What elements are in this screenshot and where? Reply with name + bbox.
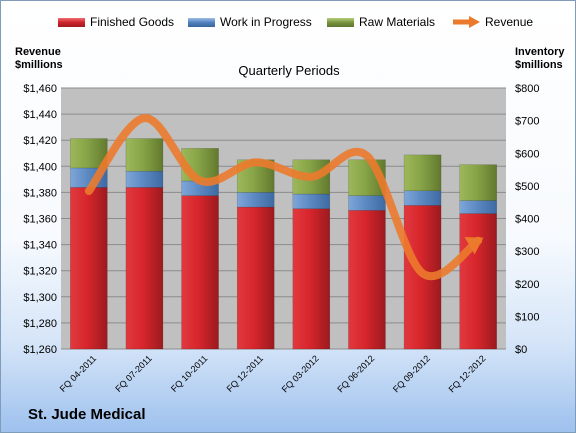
category-label: FQ 12-2011 [225,353,266,394]
bar-work-in-progress [125,170,164,188]
left-tick-label: $1,280 [23,318,57,330]
right-tick-label: $0 [515,344,527,356]
right-axis-title: Inventory $millions [515,46,565,72]
bar-raw-materials [459,164,497,201]
bar-finished-goods [70,187,108,350]
bar-work-in-progress [459,200,497,214]
left-tick-label: $1,420 [23,135,57,147]
category-label: FQ 04-2011 [58,353,99,394]
right-tick-label: $500 [515,181,539,193]
right-tick-label: $200 [515,279,539,291]
legend-swatch-work-in-progress [188,17,215,27]
right-tick-label: $700 [515,116,539,128]
legend-item-revenue: Revenue [451,15,533,29]
left-tick-label: $1,460 [23,83,57,95]
right-tick-label: $800 [515,83,539,95]
category-label: FQ 03-2012 [280,353,321,394]
left-tick-label: $1,320 [23,266,57,278]
left-axis-title: Revenue $millions [15,46,63,72]
left-tick-label: $1,360 [23,214,57,226]
bar-finished-goods [348,210,386,350]
left-axis-title-line1: Revenue [15,46,61,58]
legend-label-finished-goods: Finished Goods [90,15,175,29]
left-tick-label: $1,300 [23,292,57,304]
left-axis-title-line2: $millions [15,59,63,71]
bar-raw-materials [125,138,164,172]
period-title: Quarterly Periods [238,63,340,78]
legend-item-raw-materials: Raw Materials [327,15,435,29]
revenue-arrowhead [464,237,484,255]
right-tick-label: $100 [515,311,539,323]
legend-swatch-raw-materials [327,17,354,27]
right-tick-label: $600 [515,148,539,160]
right-axis-title-line1: Inventory [515,46,565,58]
legend-item-work-in-progress: Work in Progress [188,15,312,29]
right-tick-label: $400 [515,214,539,226]
right-axis-title-line2: $millions [515,59,563,71]
left-tick-label: $1,340 [23,240,57,252]
bar-finished-goods [459,213,497,350]
bar-work-in-progress [403,190,442,206]
revenue-line [84,114,483,280]
category-label: FQ 07-2011 [113,353,154,394]
right-tick-label: $300 [515,246,539,258]
category-label: FQ 06-2012 [335,353,376,394]
legend: Finished Goods Work in Progress Raw Mate… [1,15,575,33]
bar-work-in-progress [348,195,386,211]
left-tick-label: $1,260 [23,344,57,356]
legend-label-revenue: Revenue [485,15,534,29]
left-tick-label: $1,400 [23,161,57,173]
left-tick-label: $1,380 [23,187,57,199]
category-label: FQ 10-2011 [169,353,210,394]
legend-label-work-in-progress: Work in Progress [220,15,312,29]
legend-arrow-revenue-icon [453,16,480,28]
bar-finished-goods [236,206,275,350]
legend-label-raw-materials: Raw Materials [359,15,436,29]
left-tick-label: $1,440 [23,109,57,121]
company-name: St. Jude Medical [28,406,146,423]
bar-finished-goods [125,187,164,350]
bar-raw-materials [403,154,442,192]
category-label: FQ 09-2012 [391,353,432,394]
category-label: FQ 12-2012 [447,353,488,394]
legend-swatch-finished-goods [58,17,85,27]
bar-work-in-progress [292,193,331,209]
legend-item-finished-goods: Finished Goods [58,15,174,29]
bar-finished-goods [292,208,331,350]
bar-finished-goods [181,195,219,350]
bar-work-in-progress [236,192,275,208]
